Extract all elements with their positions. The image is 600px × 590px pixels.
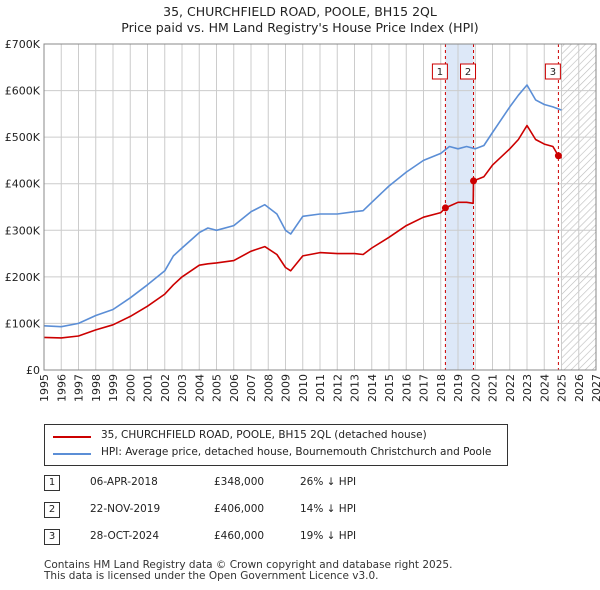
x-tick-label: 2001 (142, 374, 155, 402)
property-price-line (43, 124, 562, 339)
x-tick-label: 2014 (366, 374, 379, 402)
table-row: 2 22-NOV-2019 £406,000 14% ↓ HPI (44, 499, 564, 526)
x-tick-label: 2023 (521, 374, 534, 402)
sale-number-badge: 2 (44, 502, 60, 518)
chart-title: 35, CHURCHFIELD ROAD, POOLE, BH15 2QL (163, 4, 437, 19)
sale-date: 28-OCT-2024 (90, 530, 159, 542)
footer-copyright: Contains HM Land Registry data © Crown c… (44, 559, 453, 571)
sale-label-box (544, 63, 561, 80)
price-chart: £0 £100K £200K £300K £400K £500K £600K £700K 199… (5, 38, 600, 402)
x-tick-label: 2017 (418, 374, 431, 402)
sale-point (441, 204, 449, 212)
sale-hpi-diff: 19% ↓ HPI (300, 530, 357, 542)
x-tick-label: 2006 (228, 374, 241, 402)
x-tick-label: 2015 (383, 374, 396, 402)
sale-number-badge: 1 (44, 475, 60, 491)
y-tick-label: £300K (5, 224, 41, 237)
legend-swatch-property (53, 436, 91, 438)
x-tick-label: 2021 (487, 374, 500, 402)
sale-label-number: 1 (437, 67, 443, 78)
x-tick-label: 2009 (280, 374, 293, 402)
sale-date: 22-NOV-2019 (90, 503, 161, 515)
x-tick-label: 2007 (245, 374, 258, 402)
x-tick-label: 2002 (159, 374, 172, 402)
legend-swatch-hpi (53, 453, 91, 455)
sale-price: £348,000 (214, 476, 265, 488)
x-tick-label: 2019 (452, 374, 465, 402)
x-tick-label: 2010 (297, 374, 310, 402)
y-tick-label: £700K (5, 38, 41, 51)
footer: Contains HM Land Registry data © Crown c… (44, 560, 452, 582)
sale-hpi-diff: 14% ↓ HPI (300, 503, 357, 515)
x-tick-label: 2012 (331, 374, 344, 402)
footer-license: This data is licensed under the Open Gov… (44, 570, 379, 582)
x-tick-label: 2016 (400, 374, 413, 402)
y-tick-label: £100K (5, 317, 41, 330)
x-tick-label: 2024 (538, 374, 551, 402)
x-tick-label: 2005 (211, 374, 224, 402)
plot-frame (43, 43, 597, 371)
sales-table: 1 06-APR-2018 £348,000 26% ↓ HPI 2 22-NO… (44, 472, 564, 553)
x-tick-label: 2018 (435, 374, 448, 402)
table-row: 3 28-OCT-2024 £460,000 19% ↓ HPI (44, 526, 564, 553)
sale-label-box (431, 63, 448, 80)
x-tick-label: 1999 (107, 374, 120, 402)
x-tick-label: 1996 (55, 374, 68, 402)
chart-legend: 35, CHURCHFIELD ROAD, POOLE, BH15 2QL (d… (44, 424, 508, 466)
x-tick-label: 2013 (349, 374, 362, 402)
x-tick-label: 2000 (124, 374, 137, 402)
y-tick-label: £600K (5, 85, 41, 98)
sale-number-badge: 3 (44, 529, 60, 545)
legend-label-hpi: HPI: Average price, detached house, Bour… (101, 446, 492, 458)
x-tick-label: 2026 (573, 374, 586, 402)
x-tick-label: 2011 (314, 374, 327, 402)
hpi-line (43, 84, 562, 328)
y-tick-label: £0 (26, 364, 40, 377)
sale-date: 06-APR-2018 (90, 476, 158, 488)
legend-label-property: 35, CHURCHFIELD ROAD, POOLE, BH15 2QL (d… (101, 429, 427, 441)
sale-point (554, 152, 562, 160)
shaded-period (445, 44, 474, 370)
x-tick-label: 2022 (504, 374, 517, 402)
x-tick-label: 1997 (73, 374, 86, 402)
x-tick-label: 2004 (193, 374, 206, 402)
sale-label-box (460, 63, 477, 80)
y-tick-label: £200K (5, 271, 41, 284)
x-tick-label: 1995 (38, 374, 51, 402)
sale-price: £406,000 (214, 503, 265, 515)
x-tick-label: 2027 (590, 374, 600, 402)
y-tick-label: £400K (5, 178, 41, 191)
sale-hpi-diff: 26% ↓ HPI (300, 476, 357, 488)
x-tick-label: 2025 (556, 374, 569, 402)
x-tick-label: 2020 (469, 374, 482, 402)
chart-subtitle: Price paid vs. HM Land Registry's House … (121, 20, 479, 35)
table-row: 1 06-APR-2018 £348,000 26% ↓ HPI (44, 472, 564, 499)
x-tick-label: 2003 (176, 374, 189, 402)
x-tick-label: 2008 (262, 374, 275, 402)
sale-point (470, 177, 478, 185)
x-tick-label: 1998 (90, 374, 103, 402)
sale-label-number: 3 (550, 67, 556, 78)
sale-price: £460,000 (214, 530, 265, 542)
sale-label-number: 2 (465, 67, 471, 78)
y-tick-label: £500K (5, 131, 41, 144)
